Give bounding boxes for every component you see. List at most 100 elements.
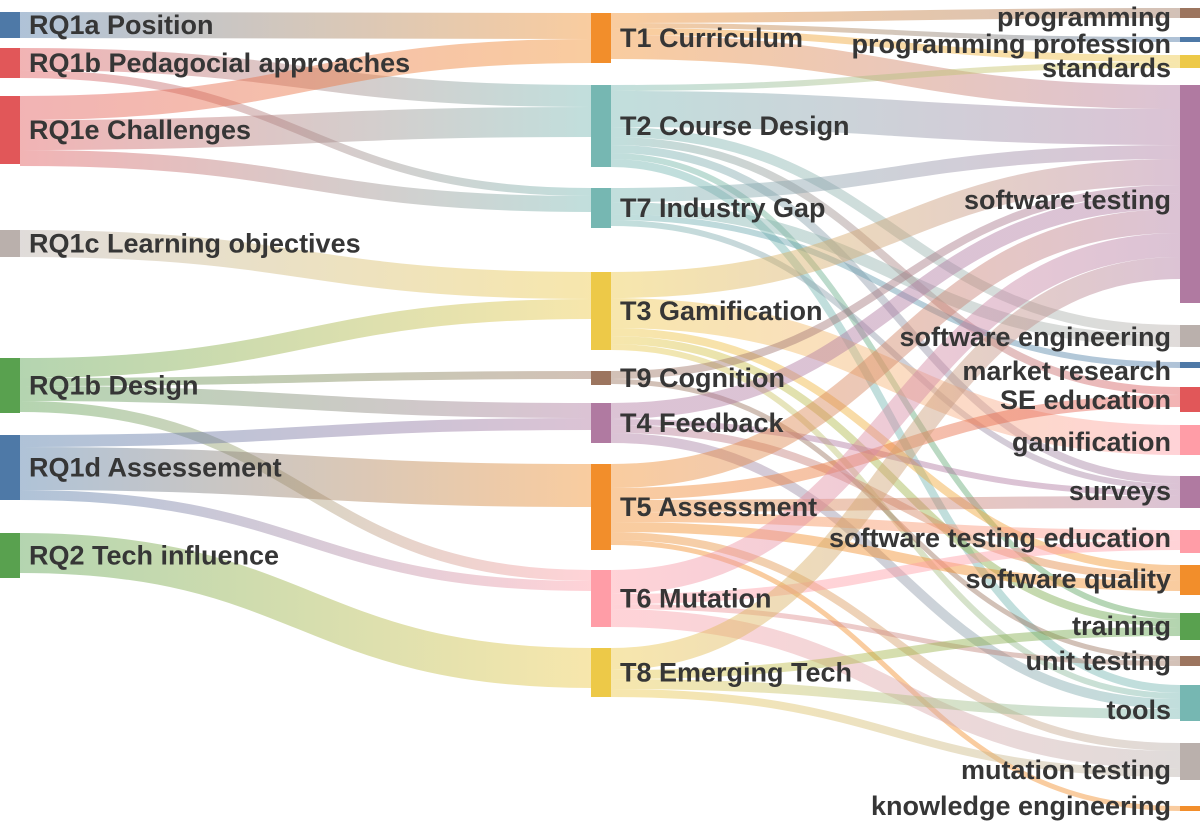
sankey-link-rq1b-design-t4[interactable] [19, 386, 592, 418]
sankey-node-t1[interactable] [591, 13, 611, 63]
sankey-node-rq2[interactable] [0, 533, 20, 578]
sankey-link-rq1e-t1[interactable] [19, 39, 592, 120]
sankey-link-t7-market-research[interactable] [610, 214, 1181, 368]
node-label-rq1b-design: RQ1b Design [29, 371, 199, 401]
sankey-node-rq1c[interactable] [0, 230, 20, 257]
sankey-link-t1-software-testing[interactable] [610, 35, 1181, 109]
sankey-link-rq1b-design-t3[interactable] [19, 299, 592, 378]
sankey-node-se-education[interactable] [1180, 387, 1200, 412]
node-label-t2: T2 Course Design [620, 111, 850, 141]
sankey-link-rq2-t8[interactable] [19, 533, 592, 688]
sankey-link-t5-software-quality[interactable] [610, 522, 1181, 591]
sankey-link-t3-gamification[interactable] [610, 298, 1181, 455]
node-label-software-testing: software testing [964, 185, 1171, 215]
node-label-t3: T3 Gamification [620, 296, 823, 326]
sankey-link-t8-mutation-testing[interactable] [610, 689, 1181, 777]
sankey-link-t8-training[interactable] [610, 627, 1181, 679]
sankey-link-rq1a-t1[interactable] [19, 12, 592, 39]
sankey-node-t5[interactable] [591, 464, 611, 550]
sankey-link-rq1d-t5[interactable] [19, 447, 592, 507]
sankey-link-t7-software-engineering[interactable] [610, 202, 1181, 347]
node-label-tools: tools [1107, 695, 1172, 725]
sankey-node-gamification[interactable] [1180, 425, 1200, 455]
node-label-knowledge-engineering: knowledge engineering [871, 791, 1171, 821]
sankey-node-t4[interactable] [591, 403, 611, 443]
node-label-market-research: market research [962, 356, 1171, 386]
sankey-link-t9-software-testing[interactable] [610, 185, 1181, 379]
sankey-node-surveys[interactable] [1180, 476, 1200, 508]
sankey-node-rq1a[interactable] [0, 12, 20, 38]
node-label-programming-profession: programming profession [851, 29, 1171, 59]
sankey-link-t8-tools[interactable] [610, 679, 1181, 719]
sankey-node-t2[interactable] [591, 85, 611, 167]
sankey-node-unit-testing[interactable] [1180, 656, 1200, 666]
node-label-t8: T8 Emerging Tech [620, 658, 852, 688]
sankey-link-t7-software-testing[interactable] [610, 145, 1181, 202]
sankey-node-programming[interactable] [1180, 8, 1200, 18]
sankey-node-software-testing[interactable] [1180, 85, 1200, 303]
sankey-node-rq1e[interactable] [0, 96, 20, 164]
sankey-link-t1-programming-profession[interactable] [610, 23, 1181, 42]
node-label-rq1d: RQ1d Assessement [29, 453, 282, 483]
sankey-link-rq1c-t3[interactable] [19, 230, 592, 299]
sankey-link-t1-programming[interactable] [610, 8, 1181, 23]
sankey-node-rq1d[interactable] [0, 435, 20, 500]
sankey-node-market-research[interactable] [1180, 362, 1200, 368]
node-label-t9: T9 Cognition [620, 363, 785, 393]
sankey-link-t1-standards[interactable] [610, 28, 1181, 62]
node-label-unit-testing: unit testing [1026, 646, 1171, 676]
node-label-software-quality: software quality [965, 564, 1171, 594]
sankey-node-knowledge-engineering[interactable] [1180, 806, 1200, 811]
node-label-gamification: gamification [1012, 427, 1171, 457]
sankey-link-t6-unit-testing[interactable] [610, 604, 1181, 666]
sankey-node-rq1b-design[interactable] [0, 358, 20, 413]
sankey-link-rq1e-t7[interactable] [19, 150, 592, 212]
node-label-t4: T4 Feedback [620, 408, 785, 438]
node-label-training: training [1072, 611, 1171, 641]
node-label-software-testing-education: software testing education [829, 523, 1171, 553]
node-label-t7: T7 Industry Gap [620, 193, 826, 223]
node-label-t1: T1 Curriculum [620, 23, 803, 53]
node-label-rq1c: RQ1c Learning objectives [29, 229, 361, 259]
sankey-link-t6-software-testing[interactable] [610, 233, 1181, 594]
sankey-node-training[interactable] [1180, 613, 1200, 640]
node-label-software-engineering: software engineering [899, 322, 1171, 352]
sankey-node-software-testing-education[interactable] [1180, 530, 1200, 553]
sankey-link-t2-se-education[interactable] [610, 137, 1181, 395]
sankey-link-t2-software-testing[interactable] [610, 91, 1181, 145]
sankey-node-t6[interactable] [591, 570, 611, 627]
sankey-node-software-quality[interactable] [1180, 565, 1200, 595]
sankey-node-tools[interactable] [1180, 685, 1200, 721]
sankey-link-t8-software-testing[interactable] [610, 257, 1181, 670]
node-label-se-education: SE education [1000, 385, 1171, 415]
sankey-link-t2-standards[interactable] [610, 62, 1181, 91]
sankey-node-programming-profession[interactable] [1180, 37, 1200, 42]
node-label-rq1b-ped: RQ1b Pedagocial approaches [29, 48, 410, 78]
sankey-link-rq1d-t4[interactable] [19, 418, 592, 447]
sankey-node-t3[interactable] [591, 272, 611, 350]
sankey-node-rq1b-ped[interactable] [0, 48, 20, 78]
sankey-node-t8[interactable] [591, 648, 611, 697]
sankey-node-t9[interactable] [591, 371, 611, 385]
sankey-link-rq1e-t2[interactable] [19, 107, 592, 150]
node-label-rq1a: RQ1a Position [29, 10, 214, 40]
sankey-node-software-engineering[interactable] [1180, 325, 1200, 347]
sankey-link-t5-mutation-testing[interactable] [610, 532, 1181, 751]
sankey-link-t5-software-testing-education[interactable] [610, 512, 1181, 540]
sankey-link-t4-software-testing[interactable] [610, 193, 1181, 419]
sankey-node-standards[interactable] [1180, 55, 1200, 68]
sankey-link-rq1b-design-t9[interactable] [19, 371, 592, 386]
node-label-mutation-testing: mutation testing [961, 755, 1171, 785]
sankey-link-t5-software-testing[interactable] [610, 209, 1181, 488]
sankey-link-t3-software-testing[interactable] [610, 159, 1181, 298]
sankey-link-t6-software-testing-education[interactable] [610, 540, 1181, 604]
sankey-node-t7[interactable] [591, 188, 611, 228]
node-label-t6: T6 Mutation [620, 584, 771, 614]
sankey-link-rq1d-t6[interactable] [19, 490, 592, 591]
node-label-standards: standards [1042, 53, 1171, 83]
sankey-link-t5-surveys[interactable] [610, 496, 1181, 512]
node-label-surveys: surveys [1069, 476, 1171, 506]
sankey-node-mutation-testing[interactable] [1180, 743, 1200, 780]
